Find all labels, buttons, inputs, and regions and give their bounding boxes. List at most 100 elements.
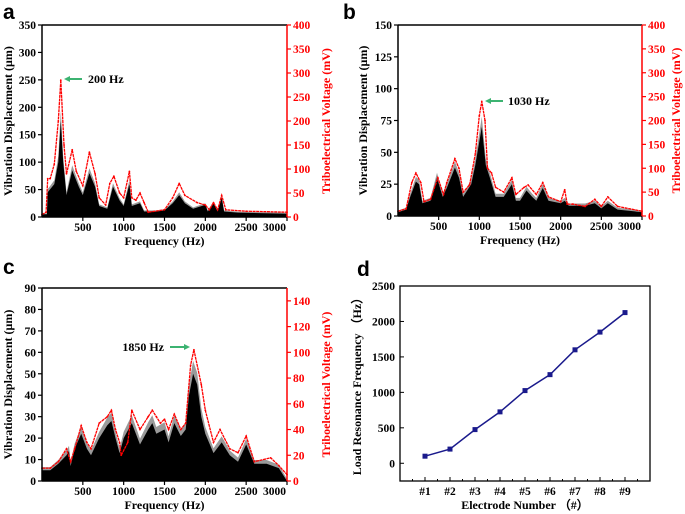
- x-tick-label: 1000: [112, 222, 135, 234]
- y-axis-title: Load Resonance Frequency （Hz）: [349, 292, 364, 475]
- voltage-point: [584, 205, 586, 208]
- x-tick-label: #3: [469, 486, 481, 498]
- voltage-point: [155, 415, 158, 418]
- voltage-point: [118, 192, 121, 194]
- voltage-point: [204, 204, 207, 206]
- voltage-point: [106, 415, 109, 418]
- voltage-point: [410, 181, 413, 184]
- voltage-line: [42, 349, 288, 476]
- voltage-point: [478, 114, 481, 117]
- voltage-point: [69, 460, 72, 463]
- y2-axis-title: Triboelectrical Voltage (mV): [319, 48, 333, 194]
- x-tick-label: 1500: [153, 486, 176, 498]
- voltage-point: [118, 441, 121, 444]
- y-tick-label: 100: [375, 84, 393, 96]
- x-axis-title: Frequency (Hz): [124, 234, 204, 248]
- voltage-point: [468, 184, 471, 186]
- voltage-point: [104, 204, 107, 206]
- y-tick-label: 20: [25, 433, 37, 445]
- voltage-point: [46, 177, 49, 180]
- voltage-point: [112, 175, 115, 178]
- voltage-point: [486, 167, 489, 170]
- voltage-point: [490, 172, 493, 174]
- y2-tick-label: 80: [293, 373, 305, 385]
- voltage-point: [212, 441, 215, 444]
- voltage-point: [130, 196, 133, 199]
- voltage-point: [277, 464, 280, 467]
- x-tick-label: 3000: [263, 222, 286, 234]
- voltage-point: [600, 205, 603, 208]
- x-tick-label: 3000: [263, 486, 286, 498]
- voltage-point: [57, 120, 60, 122]
- voltage-point: [502, 191, 505, 194]
- data-line: [424, 312, 626, 457]
- voltage-point: [178, 182, 181, 185]
- voltage-point: [245, 210, 248, 213]
- voltage-point: [49, 467, 52, 470]
- x-tick-label: #2: [444, 486, 456, 498]
- voltage-point: [88, 151, 91, 154]
- y-tick-label: 0: [386, 211, 392, 223]
- voltage-point: [65, 172, 68, 175]
- voltage-point: [571, 203, 574, 205]
- voltage-point: [71, 148, 74, 151]
- panel-label-a: a: [3, 1, 15, 24]
- y2-tick-label: 400: [293, 20, 311, 32]
- voltage-point: [458, 167, 460, 170]
- voltage-point: [474, 153, 477, 155]
- x-tick-label: 1000: [468, 221, 491, 233]
- data-point-#4: [497, 409, 503, 415]
- panel-label-c: c: [3, 256, 15, 279]
- y2-tick-label: 300: [648, 68, 666, 80]
- x-tick-label: 500: [74, 486, 92, 498]
- x-tick-label: #1: [419, 486, 431, 498]
- displacement-area: [42, 121, 287, 217]
- y-tick-label: 300: [19, 47, 37, 59]
- y2-tick-label: 50: [293, 188, 305, 200]
- voltage-point: [139, 192, 141, 194]
- voltage-point: [135, 199, 137, 202]
- x-tick-label: #9: [619, 486, 631, 498]
- annotation-arrowhead-icon: [184, 344, 190, 350]
- y-tick-label: 1500: [372, 352, 395, 364]
- y2-tick-label: 150: [293, 140, 311, 152]
- voltage-point: [429, 198, 432, 201]
- voltage-point: [616, 205, 619, 208]
- x-tick-label: 2000: [194, 486, 217, 498]
- voltage-point: [423, 200, 425, 203]
- voltage-point: [151, 409, 154, 412]
- voltage-point: [53, 163, 56, 166]
- y-tick-label: 0: [30, 476, 36, 488]
- y2-tick-label: 20: [293, 450, 305, 462]
- y2-tick-label: 140: [293, 296, 311, 308]
- annotation-arrowhead-icon: [485, 98, 491, 104]
- voltage-point: [126, 441, 129, 444]
- peak-annotation: 1850 Hz: [122, 340, 164, 354]
- y2-tick-label: 100: [293, 164, 311, 176]
- voltage-point: [108, 182, 111, 185]
- voltage-point: [147, 415, 150, 418]
- voltage-point: [163, 418, 166, 421]
- voltage-point: [593, 198, 596, 201]
- y-tick-label: 0: [30, 212, 36, 224]
- x-tick-label: #8: [594, 486, 606, 498]
- x-tick-label: 2000: [549, 221, 572, 233]
- y2-tick-label: 400: [648, 20, 666, 32]
- data-point-#5: [522, 388, 528, 394]
- voltage-point: [510, 176, 513, 179]
- voltage-point: [563, 188, 566, 191]
- y2-tick-label: 100: [293, 347, 311, 359]
- voltage-point: [98, 196, 101, 199]
- y-tick-label: 125: [375, 52, 393, 64]
- y-tick-label: 350: [19, 20, 37, 32]
- x-tick-label: 2500: [235, 222, 258, 234]
- y2-tick-label: 0: [293, 212, 299, 224]
- y-tick-label: 40: [25, 390, 37, 402]
- voltage-point: [163, 208, 166, 211]
- voltage-point: [167, 428, 170, 431]
- voltage-point: [237, 451, 239, 454]
- voltage-point: [480, 100, 483, 103]
- x-tick-label: 2500: [235, 486, 258, 498]
- y2-tick-label: 0: [293, 476, 299, 488]
- y2-tick-label: 250: [648, 92, 666, 104]
